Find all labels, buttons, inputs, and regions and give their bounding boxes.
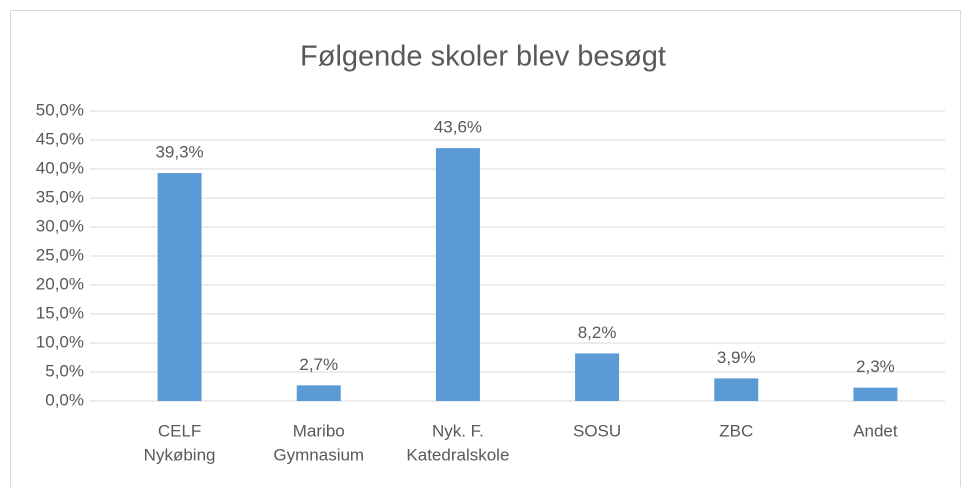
y-tick-label: 25,0% (36, 245, 84, 264)
x-tick-label: Gymnasium (273, 445, 364, 464)
bar (435, 148, 480, 401)
x-tick-label: CELF (158, 421, 201, 440)
chart-title: Følgende skoler blev besøgt (300, 41, 666, 73)
y-tick-label: 5,0% (45, 361, 84, 380)
x-tick-label: Maribo (293, 421, 345, 440)
bar (575, 353, 620, 401)
x-tick-label: Katedralskole (406, 445, 509, 464)
data-label: 2,7% (299, 355, 338, 374)
chart-border (10, 10, 961, 487)
x-tick-label: Nykøbing (144, 445, 216, 464)
data-label: 43,6% (434, 118, 482, 137)
y-tick-label: 50,0% (36, 100, 84, 119)
y-tick-label: 45,0% (36, 129, 84, 148)
bar (714, 378, 759, 401)
x-tick-label: Nyk. F. (432, 421, 484, 440)
data-label: 8,2% (578, 323, 617, 342)
bar (853, 387, 898, 401)
x-tick-label: Andet (853, 421, 898, 440)
bar (296, 385, 341, 401)
x-tick-label: ZBC (719, 421, 753, 440)
data-label: 39,3% (155, 143, 203, 162)
bar (157, 173, 202, 401)
y-tick-label: 40,0% (36, 158, 84, 177)
y-tick-label: 0,0% (45, 390, 84, 409)
data-label: 2,3% (856, 357, 895, 376)
y-tick-label: 35,0% (36, 187, 84, 206)
y-tick-label: 20,0% (36, 274, 84, 293)
y-tick-label: 15,0% (36, 303, 84, 322)
data-label: 3,9% (717, 348, 756, 367)
y-tick-label: 10,0% (36, 332, 84, 351)
y-tick-label: 30,0% (36, 216, 84, 235)
x-tick-label: SOSU (573, 421, 621, 440)
